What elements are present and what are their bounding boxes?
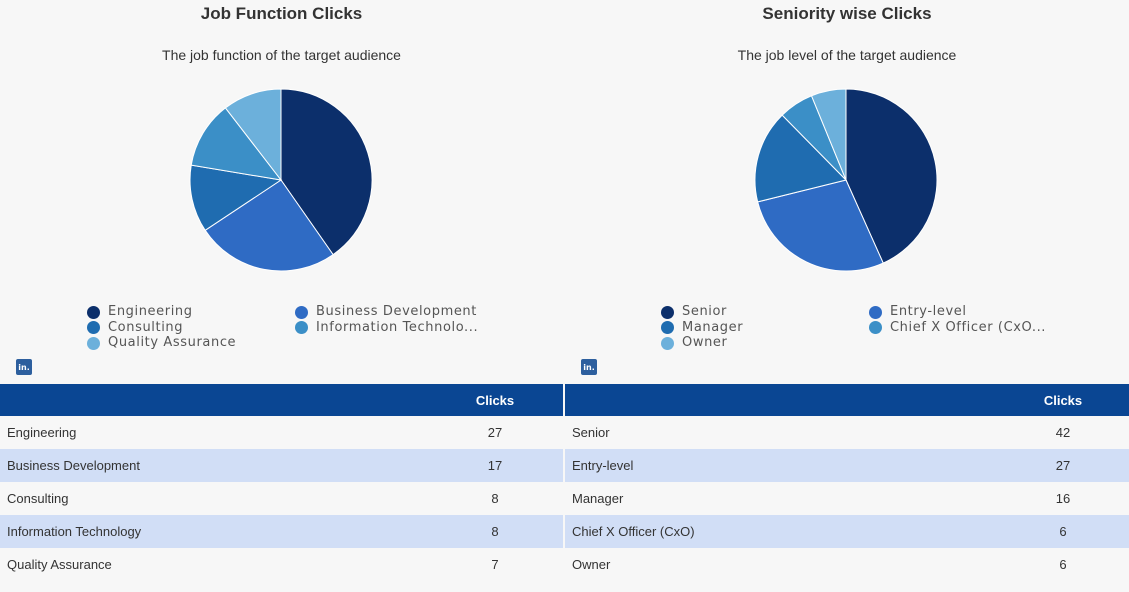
pie-slice-owner[interactable] bbox=[810, 88, 847, 181]
legend-marker bbox=[661, 336, 674, 350]
legend-label: Entry-level bbox=[890, 304, 967, 319]
chart-title: Job Function Clicks bbox=[200, 4, 363, 23]
table-row: Quality Assurance 7 bbox=[0, 548, 563, 581]
table-row: Engineering 27 bbox=[0, 416, 563, 449]
table-row: Business Development 17 bbox=[0, 449, 563, 482]
legend-item-engineering[interactable]: Engineering bbox=[87, 304, 193, 320]
row-clicks-value: 6 bbox=[997, 548, 1129, 581]
row-label: Chief X Officer (CxO) bbox=[565, 515, 997, 548]
row-clicks-value: 42 bbox=[997, 416, 1129, 449]
row-label: Information Technology bbox=[0, 515, 427, 548]
row-clicks-value: 6 bbox=[997, 515, 1129, 548]
table-header-label bbox=[0, 384, 427, 416]
row-clicks-value: 27 bbox=[997, 449, 1129, 482]
pie-slice-consulting[interactable] bbox=[189, 164, 283, 232]
row-clicks-value: 16 bbox=[997, 482, 1129, 515]
chart-subtitle: The job level of the target audience bbox=[737, 47, 957, 63]
row-clicks-value: 27 bbox=[427, 416, 563, 449]
row-clicks-value: 7 bbox=[427, 548, 563, 581]
legend-marker bbox=[661, 305, 674, 319]
legend-item-chief-x-officer-cxo[interactable]: Chief X Officer (CxO... bbox=[869, 320, 1046, 336]
legend-marker bbox=[87, 336, 100, 350]
legend-label: Chief X Officer (CxO... bbox=[890, 319, 1047, 335]
legend-label: Owner bbox=[682, 335, 728, 350]
table-header-label bbox=[565, 384, 997, 416]
legend-item-senior[interactable]: Senior bbox=[661, 304, 727, 320]
table-row: Entry-level 27 bbox=[565, 449, 1129, 482]
pie-slice-engineering[interactable] bbox=[280, 88, 373, 256]
legend-item-consulting[interactable]: Consulting bbox=[87, 320, 183, 336]
pie-slice-senior[interactable] bbox=[845, 88, 938, 264]
pie-slice-business-development[interactable] bbox=[204, 179, 334, 272]
chart-subtitle: The job function of the target audience bbox=[162, 47, 401, 63]
job-function-panel: Job Function Clicks The job function of … bbox=[0, 0, 563, 592]
legend-marker bbox=[87, 321, 100, 334]
legend-marker bbox=[87, 305, 100, 319]
table-header-clicks[interactable]: Clicks bbox=[997, 384, 1129, 416]
row-label: Engineering bbox=[0, 416, 427, 449]
pie-slice-manager[interactable] bbox=[754, 114, 847, 203]
legend-marker bbox=[295, 321, 308, 334]
seniority-legend: Senior Entry-level Manager Chief X Officer … bbox=[661, 304, 1081, 352]
row-label: Quality Assurance bbox=[0, 548, 427, 581]
legend-item-manager[interactable]: Manager bbox=[661, 320, 743, 336]
legend-item-owner[interactable]: Owner bbox=[661, 335, 727, 351]
pie-slice-entry-level[interactable] bbox=[757, 179, 884, 272]
job-function-pie-chart bbox=[189, 88, 373, 272]
table-row: Consulting 8 bbox=[0, 482, 563, 515]
row-clicks-value: 8 bbox=[427, 482, 563, 515]
legend-label: Consulting bbox=[108, 319, 184, 335]
legend-label: Senior bbox=[682, 304, 727, 319]
job-function-legend: Engineering Business Development Consultin… bbox=[87, 304, 507, 352]
row-label: Entry-level bbox=[565, 449, 997, 482]
chart-title: Seniority wise Clicks bbox=[762, 4, 932, 23]
linkedin-icon: in. bbox=[581, 359, 597, 375]
legend-marker bbox=[869, 321, 882, 334]
table-row: Owner 6 bbox=[565, 548, 1129, 581]
legend-label: Information Technolo... bbox=[316, 319, 479, 335]
legend-label: Engineering bbox=[108, 304, 193, 319]
legend-item-entry-level[interactable]: Entry-level bbox=[869, 304, 967, 320]
row-clicks-value: 8 bbox=[427, 515, 563, 548]
linkedin-icon: in. bbox=[16, 359, 32, 375]
legend-item-business-development[interactable]: Business Development bbox=[295, 304, 477, 320]
legend-marker bbox=[295, 305, 308, 319]
seniority-table: Clicks Senior 42 Entry-level 27 Manager 16 Chi… bbox=[565, 384, 1129, 581]
legend-marker bbox=[661, 321, 674, 334]
job-function-table: Clicks Engineering 27 Business Development… bbox=[0, 384, 563, 581]
legend-item-quality-assurance[interactable]: Quality Assurance bbox=[87, 335, 236, 351]
table-row: Senior 42 bbox=[565, 416, 1129, 449]
table-row: Manager 16 bbox=[565, 482, 1129, 515]
legend-label: Manager bbox=[682, 319, 744, 335]
legend-label: Quality Assurance bbox=[108, 335, 237, 350]
table-header-clicks[interactable]: Clicks bbox=[427, 384, 563, 416]
pie-slice-information-technology[interactable] bbox=[190, 107, 283, 181]
row-label: Senior bbox=[565, 416, 997, 449]
legend-label: Business Development bbox=[316, 304, 477, 319]
row-label: Consulting bbox=[0, 482, 427, 515]
seniority-pie-chart bbox=[754, 88, 938, 272]
table-row: Chief X Officer (CxO) 6 bbox=[565, 515, 1129, 548]
row-label: Manager bbox=[565, 482, 997, 515]
legend-marker bbox=[869, 305, 882, 319]
table-row: Information Technology 8 bbox=[0, 515, 563, 548]
pie-slice-quality-assurance[interactable] bbox=[224, 88, 282, 182]
row-label: Owner bbox=[565, 548, 997, 581]
seniority-panel: Seniority wise Clicks The job level of t… bbox=[565, 0, 1129, 592]
legend-item-information-technology[interactable]: Information Technolo... bbox=[295, 320, 478, 336]
row-label: Business Development bbox=[0, 449, 427, 482]
row-clicks-value: 17 bbox=[427, 449, 563, 482]
